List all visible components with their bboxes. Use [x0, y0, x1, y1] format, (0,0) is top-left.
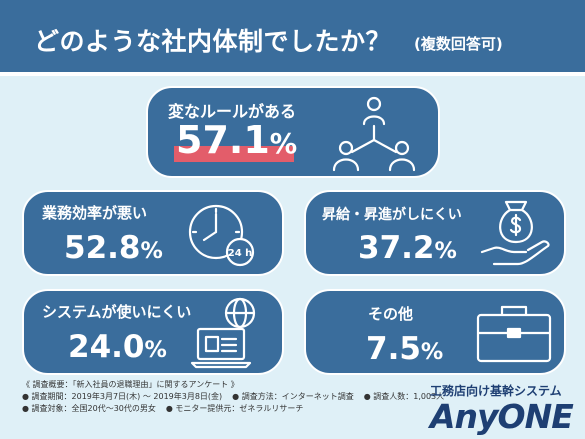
card-value: 24.0%: [68, 329, 167, 365]
value-number: 52.8: [64, 230, 141, 266]
value-unit: %: [144, 337, 167, 363]
card-poor-efficiency: 業務効率が悪い 52.8% 24 h: [22, 190, 284, 276]
card-value: 52.8%: [64, 230, 163, 266]
card-label: 変なルールがある: [168, 102, 297, 121]
card-strange-rules: 変なルールがある 57.1%: [146, 86, 440, 178]
card-hard-system: システムが使いにくい 24.0%: [22, 289, 284, 375]
value-number: 24.0: [68, 329, 145, 365]
money-bag-hand-icon: [480, 200, 550, 266]
brand-logo: AnyONE: [430, 397, 574, 436]
card-label: 業務効率が悪い: [42, 204, 148, 222]
header-band: どのような社内体制でしたか？ (複数回答可): [0, 0, 585, 72]
survey-method: ● 調査方法：インターネット調査: [232, 392, 354, 401]
card-label: 昇給・昇進がしにくい: [322, 207, 462, 223]
value-unit: %: [420, 339, 444, 365]
card-value: 37.2%: [358, 230, 457, 266]
brand-tagline: 工務店向け基幹システム: [430, 384, 562, 398]
clock-24h-icon: 24 h: [188, 204, 255, 267]
value-unit: %: [140, 238, 163, 264]
survey-provider: ● モニター提供元：ゼネラルリサーチ: [165, 404, 304, 413]
survey-title: 《 調査概要：「新入社員の退職理由」に関するアンケート 》: [22, 380, 239, 389]
survey-period: ● 調査期間：2019年3月7日(木) ～ 2019年3月8日(金): [22, 392, 223, 401]
survey-row: ● 調査期間：2019年3月7日(木) ～ 2019年3月8日(金) ● 調査方…: [22, 391, 444, 403]
value-number: 7.5: [366, 331, 421, 367]
value-number: 57.1: [176, 118, 270, 162]
value-number: 37.2: [358, 230, 435, 266]
page-title: どのような社内体制でしたか？: [34, 27, 392, 56]
highlight-bar: [174, 146, 294, 162]
card-value: 7.5%: [366, 331, 443, 367]
value-unit: %: [434, 238, 457, 264]
briefcase-icon: [476, 305, 552, 363]
page-subtitle: (複数回答可): [414, 35, 503, 53]
survey-target: ● 調査対象：全国20代～30代の男女: [22, 404, 156, 413]
org-chart-icon: [332, 96, 416, 172]
clock-label: 24 h: [228, 248, 253, 259]
card-value: 57.1%: [176, 118, 297, 162]
laptop-globe-icon: [190, 297, 256, 369]
card-label: その他: [368, 305, 414, 323]
header: どのような社内体制でしたか？ (複数回答可): [0, 0, 585, 76]
survey-count: ● 調査人数：1,003人: [363, 392, 445, 401]
card-hard-promotion: 昇給・昇進がしにくい 37.2%: [304, 190, 566, 276]
survey-row: ● 調査対象：全国20代～30代の男女 ● モニター提供元：ゼネラルリサーチ: [22, 403, 422, 415]
survey-notes: 《 調査概要：「新入社員の退職理由」に関するアンケート 》 ● 調査期間：201…: [22, 379, 444, 415]
card-other: その他 7.5%: [304, 289, 566, 375]
card-label: システムが使いにくい: [42, 303, 192, 321]
value-unit: %: [269, 129, 298, 160]
